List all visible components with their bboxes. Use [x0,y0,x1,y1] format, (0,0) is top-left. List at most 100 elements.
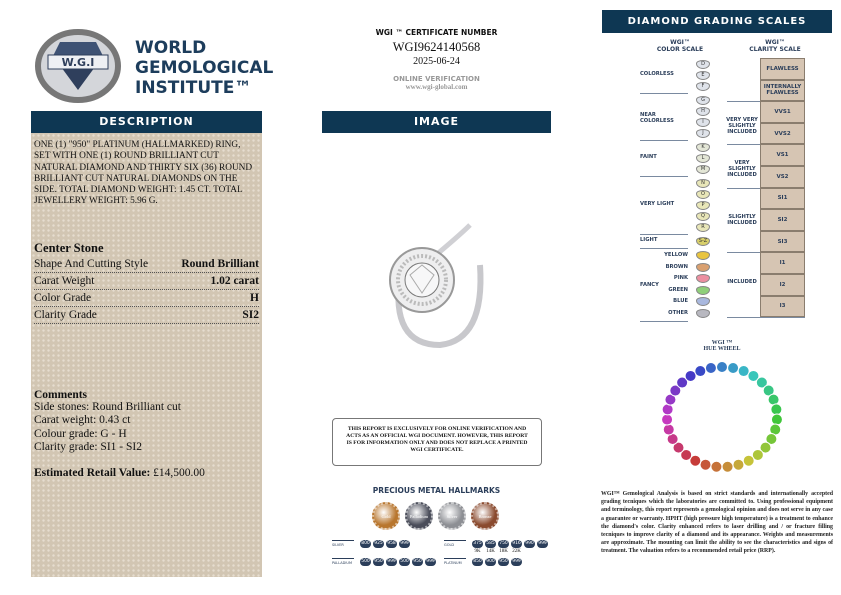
center-stone-row: Shape And Cutting Style Round Brilliant [34,256,259,273]
fancy-color-diamond [696,308,710,318]
row-label: Color Grade [34,291,92,304]
clarity-scale: FLAWLESS INTERNALLY FLAWLESS VVS1 VVS2 VERY … [726,58,807,319]
palladium-stamp: 500 [399,558,410,566]
disclaimer-text: WGI™ Gemological Analysis is based on st… [601,491,833,555]
notice-text: THIS REPORT IS EXCLUSIVELY FOR ONLINE VE… [346,426,528,453]
gold-stamp: 750 [498,540,509,548]
row-label: Clarity Grade [34,308,97,321]
color-grade-diamond: I [696,118,710,127]
fancy-color-label: BLUE [673,298,688,304]
hue-swatch [742,454,755,467]
image-header: IMAGE [322,111,551,133]
retail-value: £14,500.00 [153,466,205,479]
hue-swatch [767,393,780,406]
color-title-1: WGI™ [670,39,690,46]
clarity-title-1: WGI™ [765,39,785,46]
comment-line: Side stones: Round Brilliant cut [34,400,181,413]
online-verification-label: ONLINE VERIFICATION [393,75,480,83]
hue-swatch [676,376,689,389]
comment-line: Clarity grade: SI1 - SI2 [34,441,142,454]
coin-label: Bronze [478,513,492,519]
clarity-grade-box: I2 [760,274,805,296]
gold-label: GOLD [444,540,466,547]
hue-swatch [669,384,682,397]
color-group-label: COLORLESS [640,70,674,77]
estimated-retail-value: Estimated Retail Value: £14,500.00 [34,467,259,479]
fancy-color-diamond [696,297,710,306]
silver-stamp: 925 [373,540,384,548]
center-stone-row: Clarity Grade SI2 [34,307,259,324]
hue-swatch [661,413,674,426]
gold-karat: 18K [499,549,508,554]
hallmarks-title: PRECIOUS METAL HALLMARKS [372,486,501,495]
hallmark-coin: Silver [438,502,466,530]
fancy-label: FANCY [640,281,659,288]
color-grade-diamond: N [696,179,710,188]
clarity-grade-box: INTERNALLY FLAWLESS [760,79,805,102]
hue-wheel [661,361,783,473]
color-grade-diamond: H [696,107,710,116]
gold-stamp: 585 [485,540,496,548]
platinum-label: PLATINUM [444,558,466,565]
color-grade-diamond: E [696,71,710,80]
fancy-color-label: PINK [673,275,688,281]
color-grade-diamond: Q [696,212,710,221]
clarity-group-label: INCLUDED [727,278,757,285]
clarity-grade-box: SI1 [760,187,805,210]
color-grade-diamond: P [696,201,710,210]
hue-swatch [721,460,734,473]
clarity-grade-box: VS2 [760,166,805,188]
gold-karat: 9K [474,549,481,554]
comments-title: Comments [34,388,88,401]
clarity-grade-box: SI2 [760,209,805,231]
comments-list: Side stones: Round Brilliant cut Carat we… [34,401,259,455]
fancy-color-label: BROWN [665,263,688,270]
retail-label: Estimated Retail Value: [34,466,151,479]
certificate-date: 2025-06-24 [413,56,460,67]
color-group-label: FAINT [640,153,657,160]
hue-swatch [762,384,775,397]
verification-url[interactable]: www.wgi-global.com [405,83,468,91]
hue-swatch [732,458,745,471]
row-value: SI2 [242,308,259,321]
center-stone-row: Carat Weight 1.02 carat [34,273,259,290]
hue-swatch [704,362,717,375]
silver-label: SILVER [332,540,354,547]
hallmark-stamps: SILVER 800 925 958 999 PALLADIUM 500 950 999 500 9… [332,540,548,572]
color-grade-diamond: F [696,82,710,91]
hue-swatch [751,448,764,461]
silver-stamp: 958 [386,540,397,548]
silver-stamp: 800 [360,540,371,548]
clarity-grade-box: VVS1 [760,101,805,123]
hallmark-coins: Gold Palladium Silver Bronze [372,502,499,530]
center-stone-table: Shape And Cutting Style Round Brilliant Ca… [34,256,259,324]
clarity-grade-box: VVS2 [760,122,805,145]
gold-stamp: 990 [524,540,535,548]
platinum-stamp: 999 [511,558,522,566]
logo-wordmark: WORLD GEMOLOGICAL INSTITUTE™ [135,38,273,98]
divider [640,176,688,177]
palladium-label: PALLADIUM [332,558,354,565]
description-panel: ONE (1) "950" PLATINUM (HALLMARKED) RING… [31,133,262,577]
palladium-stamp: 999 [386,558,397,566]
description-header: DESCRIPTION [31,111,262,133]
hue-swatch [770,413,783,426]
clarity-group-label: VERY SLIGHTLY INCLUDED [727,160,757,178]
fancy-color-label: OTHER [668,309,688,316]
hue-title-1: WGI ™ [711,340,733,346]
certificate-block: WGI ™ CERTIFICATE NUMBER WGI9624140568 2… [322,28,551,91]
color-title-2: COLOR SCALE [656,46,704,53]
color-group-label: NEAR COLORLESS [640,112,674,124]
gold-karat: 22K [512,549,521,554]
divider [640,248,688,249]
clarity-grade-box: FLAWLESS [760,58,805,80]
row-label: Shape And Cutting Style [34,257,149,270]
hallmark-coin: Bronze [471,502,499,530]
wgi-logo-seal: W.G.I [28,28,128,103]
clarity-grade-box: VS1 [760,144,805,166]
color-grade-diamond: M [696,165,710,174]
color-group-label: LIGHT [640,236,658,243]
color-grade-diamond: R [696,223,710,232]
fancy-color-diamond [696,262,710,272]
hue-swatch [694,365,707,378]
